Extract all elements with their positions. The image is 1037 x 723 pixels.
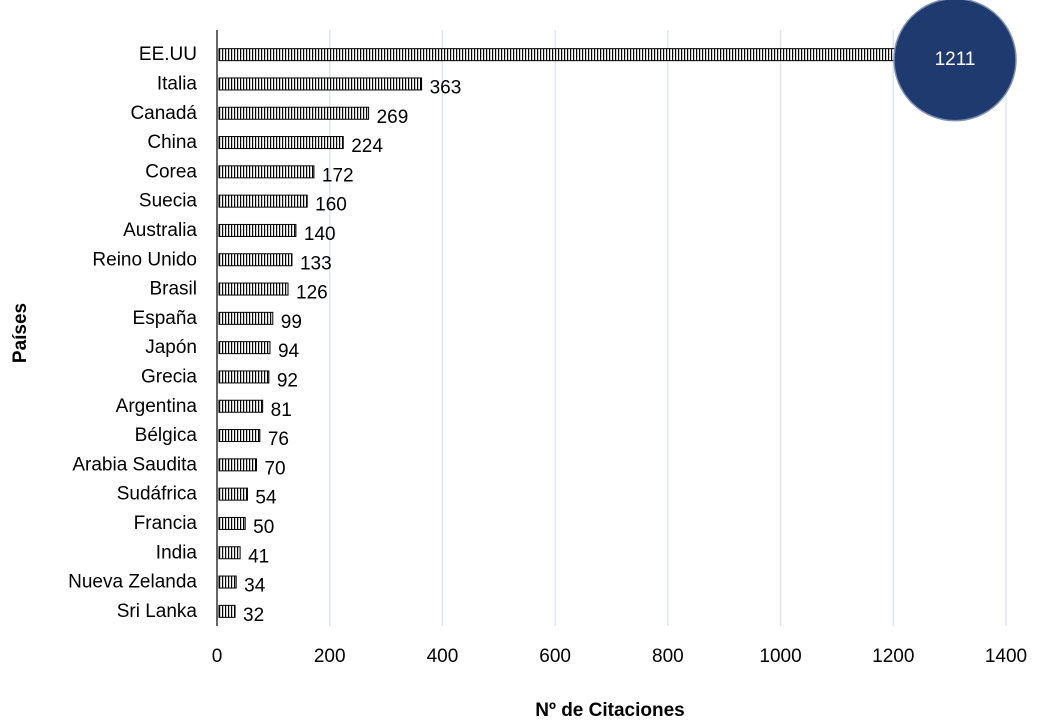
data-label: 269	[377, 107, 409, 128]
data-label: 32	[243, 605, 264, 626]
category-label: EE.UU	[139, 44, 197, 65]
bar	[218, 399, 264, 413]
category-label: Suecia	[139, 191, 198, 212]
category-label: Sri Lanka	[117, 601, 198, 622]
data-label: 92	[277, 370, 298, 391]
grid-layer	[329, 30, 1007, 626]
bar	[218, 487, 248, 501]
bar	[218, 516, 246, 530]
category-label: Reino Unido	[92, 249, 197, 270]
x-tick-label: 800	[652, 646, 684, 667]
data-label: 363	[430, 77, 462, 98]
data-label: 34	[244, 576, 266, 597]
data-label: 94	[278, 341, 300, 362]
data-label: 99	[281, 312, 302, 333]
bar	[218, 604, 236, 618]
bar	[218, 106, 370, 120]
data-label: 172	[322, 165, 354, 186]
category-label: Brasil	[149, 279, 197, 300]
category-label: Arabia Saudita	[72, 454, 197, 475]
highlight-bubble-circle	[893, 0, 1017, 122]
x-tick-label: 1200	[872, 646, 914, 667]
data-label: 81	[271, 400, 292, 421]
category-label: Nueva Zelanda	[68, 572, 197, 593]
y-axis-title: Países	[10, 303, 31, 363]
bar	[218, 429, 261, 443]
data-label: 70	[264, 458, 285, 479]
bar	[218, 311, 274, 325]
category-label: Bélgica	[135, 425, 198, 446]
category-label: Francia	[134, 513, 198, 534]
bar	[218, 370, 270, 384]
category-label: China	[147, 132, 197, 153]
x-tick-label: 600	[539, 646, 571, 667]
x-tick-label: 0	[212, 646, 223, 667]
data-label: 76	[268, 429, 289, 450]
x-tick-label: 400	[427, 646, 459, 667]
bar	[218, 194, 308, 208]
ticks-layer: 0 200 400 600 800 1000 1200 1400	[212, 646, 1027, 667]
labels-layer: EE.UU Italia 363 Canadá 269 China 224 Corea 172 S…	[68, 44, 461, 626]
bar	[218, 48, 900, 62]
bars-layer	[218, 48, 900, 618]
bar	[218, 458, 257, 472]
x-axis-title: Nº de Citaciones	[535, 700, 684, 721]
category-label: Italia	[157, 73, 198, 94]
data-label: 224	[351, 136, 383, 157]
data-label: 133	[300, 253, 332, 274]
category-label: España	[133, 308, 198, 329]
bar	[218, 282, 289, 296]
category-label: Japón	[145, 337, 197, 358]
x-tick-label: 1400	[985, 646, 1027, 667]
bar	[218, 136, 344, 150]
bar	[218, 546, 241, 560]
bar	[218, 77, 423, 91]
category-label: India	[156, 542, 198, 563]
x-tick-label: 200	[314, 646, 346, 667]
highlight-bubble: 1211	[893, 0, 1017, 122]
data-label: 54	[255, 488, 277, 509]
bar	[218, 165, 315, 179]
data-label: 126	[296, 283, 328, 304]
data-label: 41	[248, 546, 269, 567]
data-label: 50	[253, 517, 274, 538]
bar	[218, 575, 237, 589]
category-label: Grecia	[141, 366, 197, 387]
category-label: Canadá	[130, 103, 197, 124]
category-label: Argentina	[116, 396, 198, 417]
bar	[218, 223, 297, 237]
bar	[218, 341, 271, 355]
x-tick-label: 1000	[759, 646, 801, 667]
category-label: Sudáfrica	[117, 484, 198, 505]
data-label: 140	[304, 224, 336, 245]
category-label: Corea	[145, 161, 197, 182]
data-label: 160	[315, 195, 347, 216]
category-label: Australia	[123, 220, 197, 241]
highlight-bubble-label: 1211	[935, 49, 976, 70]
bar	[218, 253, 293, 267]
